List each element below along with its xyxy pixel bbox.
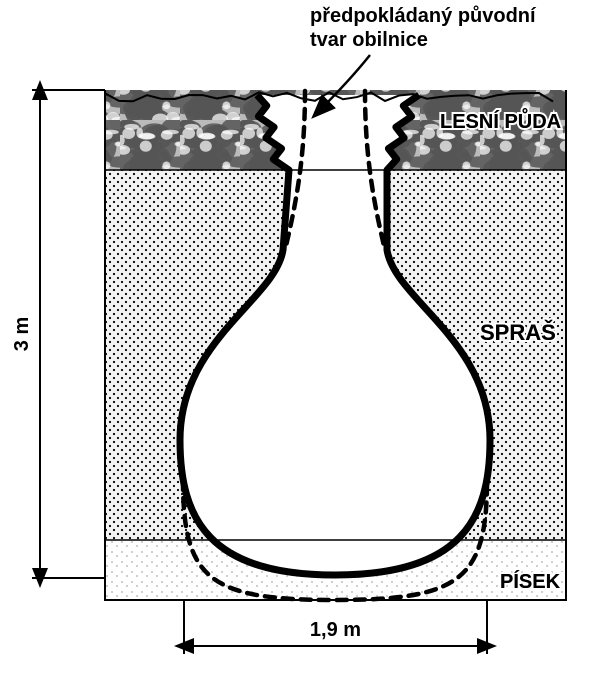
bottom-layer-label: PÍSEK (500, 570, 561, 593)
top-layer-label: LESNÍ PŮDA (440, 107, 561, 133)
dim-v-label: 3 m (11, 317, 33, 351)
middle-layer-label: SPRAŠ (480, 320, 556, 345)
annotation-line2: tvar obilnice (310, 29, 428, 51)
dim-h-label: 1,9 m (310, 619, 361, 641)
annotation-line1: předpokládaný původní (310, 5, 537, 27)
